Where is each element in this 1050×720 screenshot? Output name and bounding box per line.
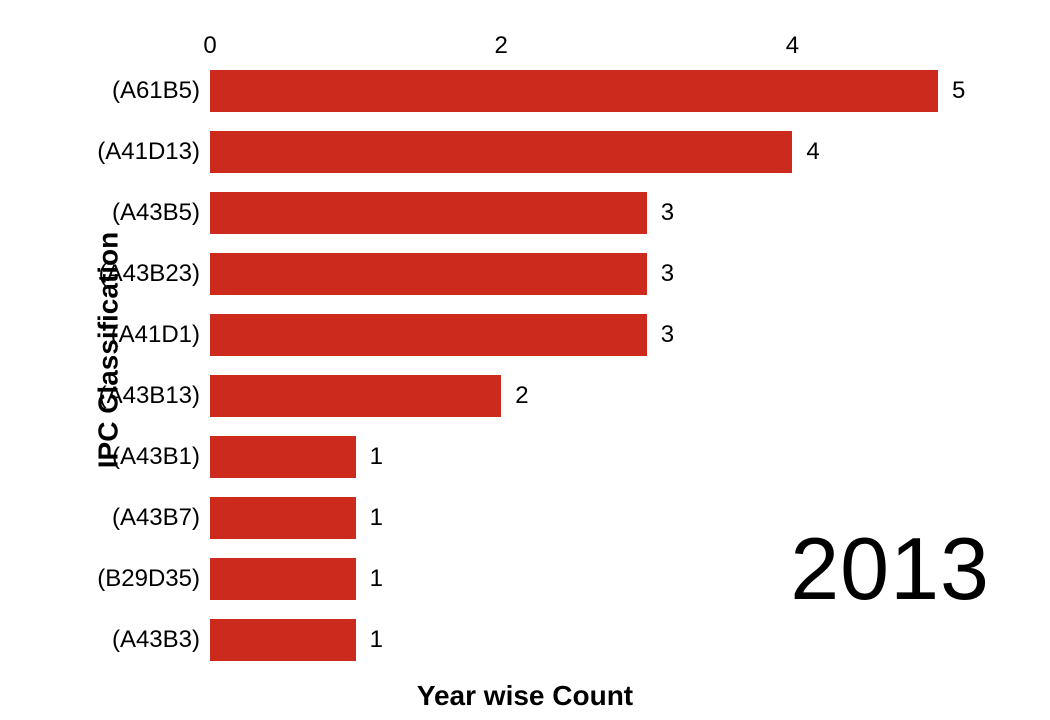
x-tick: 0: [203, 32, 216, 60]
category-label: (A43B13): [20, 382, 200, 410]
category-label: (A43B23): [20, 260, 200, 288]
bar: [210, 253, 647, 295]
category-label: (A43B1): [20, 443, 200, 471]
bar: [210, 375, 501, 417]
bar: [210, 192, 647, 234]
bar-value-label: 3: [661, 199, 674, 227]
category-label: (A43B3): [20, 626, 200, 654]
category-label: (A41D1): [20, 321, 200, 349]
bar: [210, 497, 356, 539]
category-label: (B29D35): [20, 565, 200, 593]
plot-area: [210, 70, 950, 670]
bar-value-label: 1: [370, 443, 383, 471]
bar-value-label: 2: [515, 382, 528, 410]
bar-value-label: 3: [661, 321, 674, 349]
category-label: (A43B7): [20, 504, 200, 532]
x-tick: 2: [495, 32, 508, 60]
category-label: (A61B5): [20, 77, 200, 105]
bar-value-label: 1: [370, 626, 383, 654]
x-tick: 4: [786, 32, 799, 60]
bar-value-label: 1: [370, 504, 383, 532]
bar: [210, 558, 356, 600]
bar: [210, 70, 938, 112]
bar: [210, 314, 647, 356]
category-label: (A41D13): [20, 138, 200, 166]
bar: [210, 436, 356, 478]
ipc-yearwise-chart: IPC Classification Year wise Count 2013 …: [0, 0, 1050, 720]
bar-value-label: 3: [661, 260, 674, 288]
bar-value-label: 5: [952, 77, 965, 105]
category-label: (A43B5): [20, 199, 200, 227]
bar-value-label: 1: [370, 565, 383, 593]
bar: [210, 131, 792, 173]
bar-value-label: 4: [806, 138, 819, 166]
bar: [210, 619, 356, 661]
x-axis-title: Year wise Count: [0, 680, 1050, 712]
